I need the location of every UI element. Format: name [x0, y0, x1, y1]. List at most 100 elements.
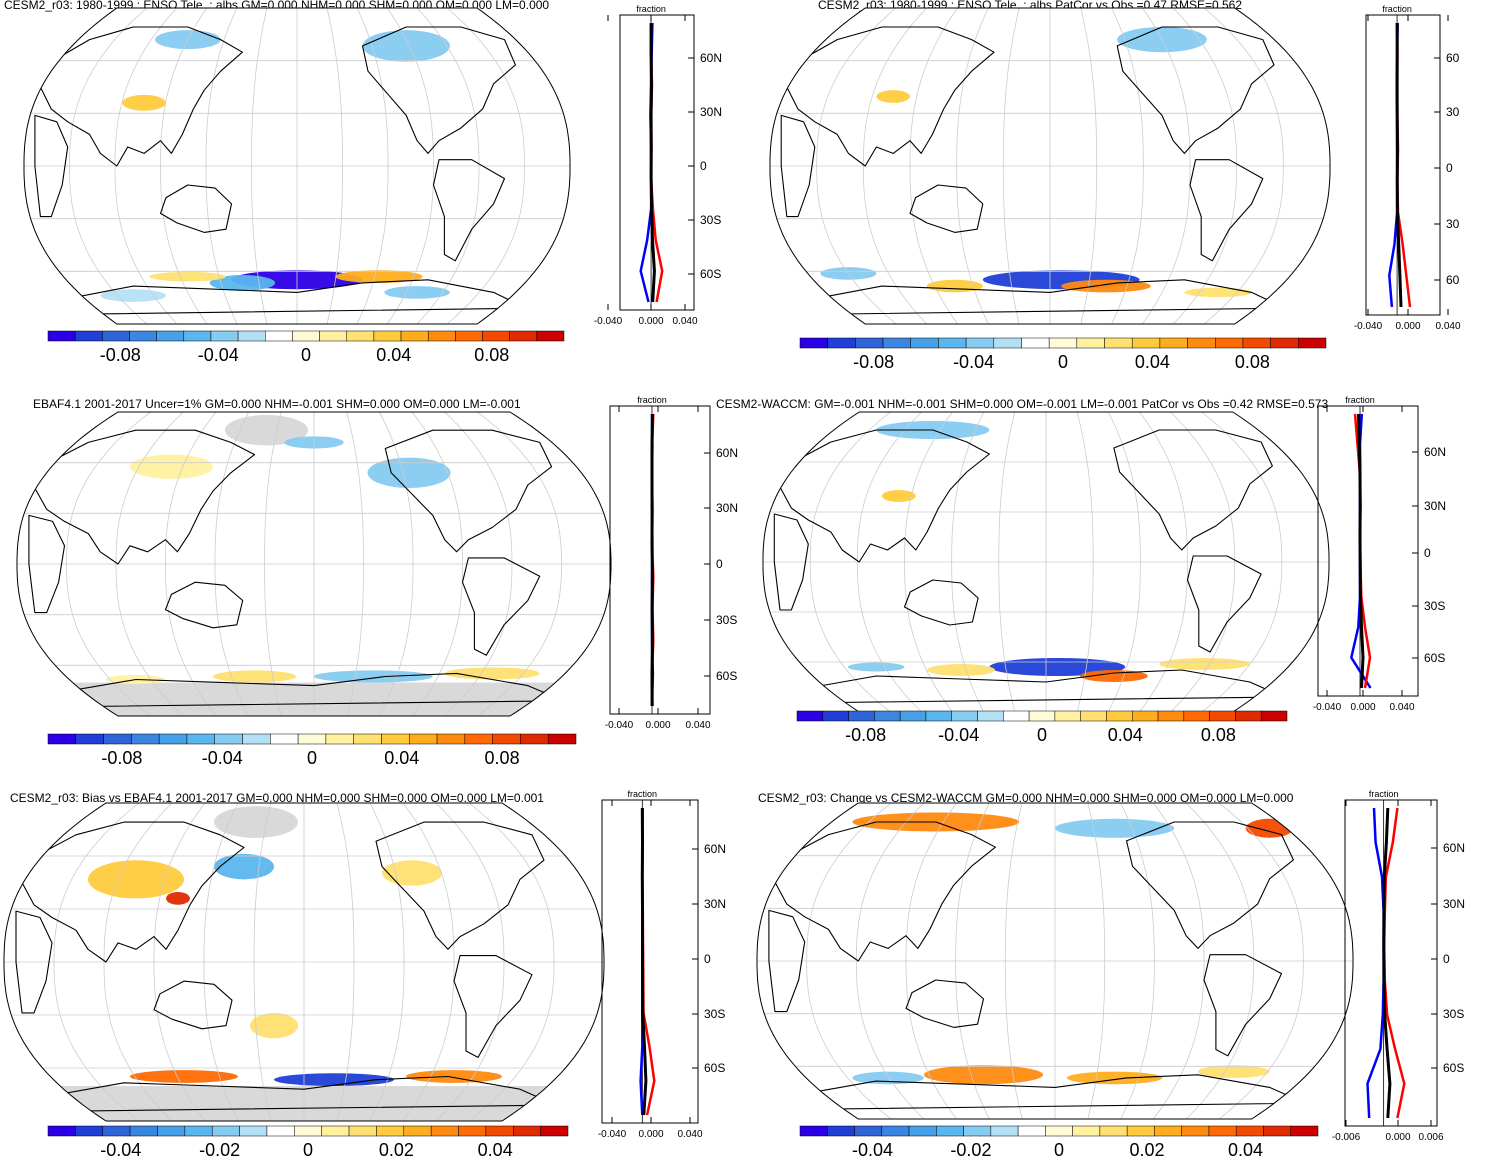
profile-lat-label: 0	[704, 952, 711, 966]
colorbar-tick-label: -0.02	[199, 1140, 240, 1160]
anomaly-patch	[166, 892, 190, 905]
anomaly-patch	[1184, 287, 1252, 298]
profile-lat-label: 30	[1446, 217, 1460, 231]
colorbar-box	[183, 330, 212, 342]
colorbar-tick-label: -0.04	[852, 1140, 893, 1160]
colorbar-box	[882, 337, 911, 349]
colorbar-box	[855, 337, 884, 349]
colorbar-tick-label: 0.04	[384, 748, 419, 768]
panel-bottom-left: -0.04 -0.02 0 0.02 0.04 fraction -0.040 0.000 0.…	[3, 789, 726, 1160]
profile-series-line	[1357, 413, 1365, 689]
colorbar-tick-label: -0.08	[845, 725, 886, 745]
colorbar-box	[186, 733, 215, 745]
map-field	[757, 803, 1353, 1119]
colorbar-tick-label: 0	[1058, 352, 1068, 372]
colorbar-box	[951, 710, 978, 722]
colorbar-tick-label: 0.04	[1228, 1140, 1263, 1160]
anomaly-patch	[1198, 1065, 1270, 1078]
samerica-coastline	[1186, 555, 1262, 653]
africa-coastline	[28, 514, 66, 614]
profile-x-label: 0.040	[672, 316, 697, 327]
profile-frame	[1317, 405, 1419, 697]
colorbar-box	[1260, 710, 1288, 722]
panel-title: EBAF4.1 2001-2017 Uncer=1% GM=0.000 NHM=…	[33, 397, 521, 411]
colorbar-box	[436, 733, 466, 745]
australia-coastline	[153, 980, 233, 1030]
profile-series-line	[1382, 807, 1392, 1119]
australia-coastline	[164, 581, 244, 629]
colorbar-box	[427, 330, 456, 342]
colorbar-tick-label: 0	[1037, 725, 1047, 745]
colorbar-box	[990, 1125, 1019, 1137]
colorbar-box	[1131, 337, 1161, 349]
missing-data	[224, 415, 309, 446]
colorbar-box	[297, 733, 327, 745]
antarctica-coastline	[52, 672, 565, 708]
colorbar-box	[1099, 1125, 1128, 1137]
anomaly-patch	[129, 454, 214, 479]
profile-x-label: -0.040	[598, 1129, 627, 1140]
colorbar-box	[1106, 710, 1133, 722]
colorbar-box	[1181, 1125, 1210, 1137]
map-field	[17, 412, 611, 716]
colorbar-tick-label: 0	[1054, 1140, 1064, 1160]
antarctica-coastline	[39, 1075, 557, 1113]
colorbar-box	[376, 1125, 405, 1137]
anomaly-patch	[1079, 670, 1148, 682]
colorbar-box	[1076, 337, 1105, 349]
colorbar-box	[74, 330, 103, 342]
colorbar-box	[430, 1125, 459, 1137]
profile-header: fraction	[636, 4, 666, 14]
map-border	[16, 411, 612, 717]
profile-lat-label: 60N	[1443, 841, 1465, 855]
colorbar-box	[1154, 1125, 1182, 1137]
colorbar-box	[1132, 710, 1159, 722]
profile-lat-label: 0	[1443, 952, 1450, 966]
colorbar-box	[214, 733, 243, 745]
namerica-coastline	[1125, 821, 1294, 949]
colorbar-box	[47, 1125, 76, 1137]
profile-x-label: -0.040	[605, 720, 634, 731]
map-field	[763, 412, 1329, 712]
profile-frame	[601, 799, 699, 1124]
profile-lat-label: 60N	[1424, 445, 1446, 459]
colorbar-box	[156, 330, 185, 342]
profile-x-label: -0.040	[1354, 321, 1383, 332]
profile-lat-label: 60	[1446, 51, 1460, 65]
colorbar-box	[102, 1125, 131, 1137]
namerica-coastline	[1113, 429, 1273, 551]
anomaly-patch	[1159, 658, 1250, 670]
anomaly-patch	[362, 30, 450, 62]
colorbar-box	[540, 1125, 569, 1137]
colorbar-tick-label: -0.02	[950, 1140, 991, 1160]
anomaly-patch	[367, 457, 451, 488]
eurasia-coastline	[39, 26, 243, 167]
australia-coastline	[909, 184, 984, 233]
colorbar-box	[965, 337, 995, 349]
namerica-coastline	[384, 429, 553, 553]
profile-lat-label: 60N	[704, 842, 726, 856]
colorbar-box	[1187, 337, 1216, 349]
colorbar-tick-label: 0.04	[376, 345, 411, 365]
profile-x-label: 0.000	[638, 316, 663, 327]
map-border	[3, 802, 605, 1122]
anomaly-patch	[214, 853, 274, 880]
colorbar-box	[103, 733, 132, 745]
colorbar-tick-label: 0.02	[1130, 1140, 1165, 1160]
profile-x-label: 0.040	[685, 720, 710, 731]
colorbar-box	[513, 1125, 541, 1137]
profile-lat-label: 60N	[700, 51, 722, 65]
anomaly-patch	[88, 860, 184, 899]
colorbar-box	[1263, 1125, 1291, 1137]
colorbar-box	[409, 733, 438, 745]
profile-lat-label: 30N	[704, 897, 726, 911]
colorbar-box	[373, 330, 402, 342]
colorbar-box	[184, 1125, 213, 1137]
colorbar-tick-label: 0.08	[1235, 352, 1270, 372]
anomaly-patch	[847, 662, 905, 672]
profile-lat-label: 60S	[1443, 1061, 1464, 1075]
profile-x-label: 0.000	[1395, 321, 1420, 332]
colorbar-box	[75, 733, 104, 745]
